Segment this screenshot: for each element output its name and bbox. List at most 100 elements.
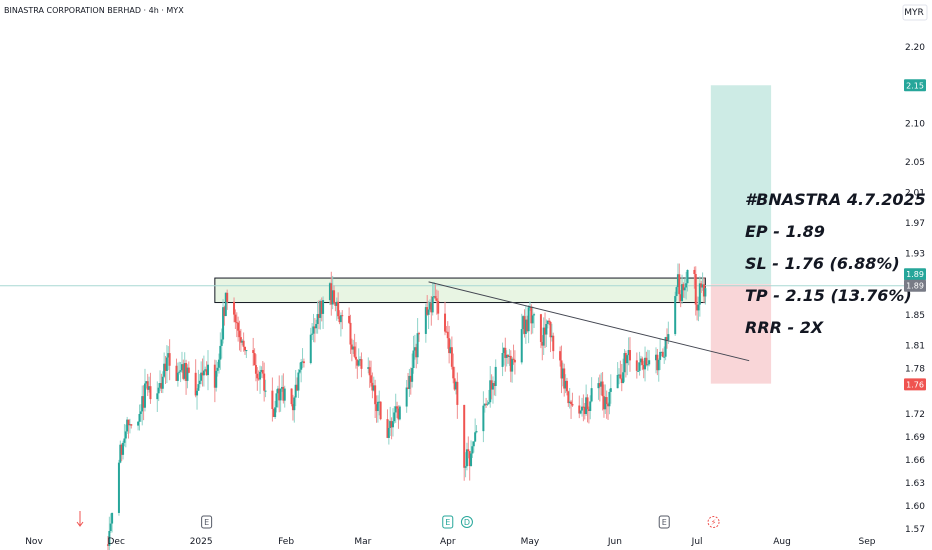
descending-trendline[interactable]: [428, 281, 750, 362]
candle[interactable]: [198, 374, 201, 388]
candle[interactable]: [470, 440, 473, 467]
candle[interactable]: [242, 332, 245, 352]
candle[interactable]: [341, 310, 344, 330]
candle[interactable]: [415, 343, 418, 369]
candle[interactable]: [328, 281, 331, 306]
candle[interactable]: [194, 359, 197, 398]
candle[interactable]: [642, 360, 645, 379]
candle[interactable]: [626, 354, 629, 376]
candle[interactable]: [108, 516, 111, 550]
candle[interactable]: [215, 360, 218, 392]
candle[interactable]: [117, 459, 120, 516]
candle[interactable]: [234, 309, 237, 330]
candle[interactable]: [283, 385, 286, 408]
candle[interactable]: [693, 266, 696, 289]
candle[interactable]: [444, 301, 447, 336]
candle[interactable]: [159, 370, 162, 392]
candle[interactable]: [445, 326, 448, 333]
candle[interactable]: [564, 374, 567, 394]
candle[interactable]: [604, 384, 607, 414]
candle[interactable]: [475, 425, 478, 434]
candle[interactable]: [353, 333, 356, 359]
candle[interactable]: [435, 289, 438, 315]
candle[interactable]: [222, 299, 225, 344]
candle[interactable]: [563, 363, 566, 397]
candle[interactable]: [311, 323, 314, 341]
candle[interactable]: [472, 440, 475, 453]
candle[interactable]: [241, 338, 244, 346]
candle[interactable]: [704, 287, 707, 305]
candle[interactable]: [298, 362, 301, 374]
candle[interactable]: [546, 320, 549, 329]
candle[interactable]: [416, 318, 419, 365]
candle[interactable]: [463, 404, 466, 481]
candle[interactable]: [245, 350, 248, 359]
candle[interactable]: [138, 404, 141, 431]
candle[interactable]: [257, 370, 260, 381]
candle[interactable]: [315, 319, 318, 334]
candle[interactable]: [582, 394, 585, 422]
candle[interactable]: [148, 376, 151, 393]
candle[interactable]: [407, 373, 410, 390]
candle[interactable]: [430, 296, 433, 326]
candle[interactable]: [319, 299, 322, 330]
candle[interactable]: [702, 277, 705, 303]
candle[interactable]: [316, 301, 319, 334]
candle[interactable]: [585, 384, 588, 416]
candle[interactable]: [213, 359, 216, 403]
candle[interactable]: [176, 362, 179, 387]
candle[interactable]: [701, 272, 704, 291]
candle[interactable]: [628, 337, 631, 372]
candle[interactable]: [674, 291, 677, 336]
candle[interactable]: [635, 352, 638, 379]
candle[interactable]: [524, 306, 527, 344]
candle[interactable]: [168, 339, 171, 381]
candle[interactable]: [561, 362, 564, 387]
candle[interactable]: [297, 369, 300, 398]
candle[interactable]: [143, 368, 146, 412]
candle[interactable]: [196, 388, 199, 410]
candle[interactable]: [412, 335, 415, 374]
candle[interactable]: [259, 365, 262, 394]
candle[interactable]: [219, 332, 222, 370]
candle[interactable]: [165, 345, 168, 383]
candle[interactable]: [452, 353, 455, 384]
candle[interactable]: [548, 317, 551, 326]
candle[interactable]: [202, 355, 205, 387]
candle[interactable]: [360, 352, 363, 378]
candle[interactable]: [272, 408, 275, 418]
candle[interactable]: [607, 402, 610, 421]
candle[interactable]: [290, 388, 293, 407]
candle[interactable]: [338, 310, 341, 325]
candle[interactable]: [372, 376, 375, 392]
candle[interactable]: [313, 318, 316, 343]
candle[interactable]: [513, 350, 516, 375]
candle[interactable]: [161, 371, 164, 394]
candle[interactable]: [163, 352, 166, 379]
candle[interactable]: [157, 383, 160, 402]
candle[interactable]: [167, 346, 170, 371]
candle[interactable]: [109, 513, 112, 534]
candle[interactable]: [627, 337, 630, 366]
candle[interactable]: [504, 337, 507, 372]
candle[interactable]: [256, 367, 259, 391]
candle[interactable]: [491, 376, 494, 404]
candle[interactable]: [428, 299, 431, 312]
candle[interactable]: [531, 306, 534, 334]
candle[interactable]: [446, 321, 449, 349]
candle[interactable]: [616, 362, 619, 389]
candle[interactable]: [646, 349, 649, 371]
candle[interactable]: [274, 400, 277, 419]
candle[interactable]: [583, 403, 586, 420]
candle[interactable]: [567, 390, 570, 407]
candle[interactable]: [354, 342, 357, 369]
candle[interactable]: [417, 331, 420, 342]
candle[interactable]: [530, 304, 533, 335]
candle[interactable]: [185, 359, 188, 395]
candle[interactable]: [526, 315, 529, 333]
candle[interactable]: [252, 337, 255, 366]
candle[interactable]: [542, 317, 545, 355]
candle[interactable]: [568, 387, 571, 409]
candle[interactable]: [393, 406, 396, 424]
